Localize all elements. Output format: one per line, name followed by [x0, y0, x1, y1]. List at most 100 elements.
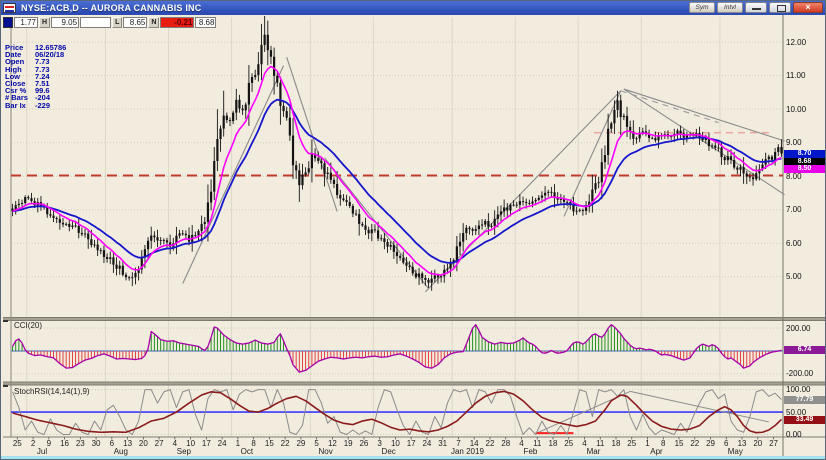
close-field[interactable]: 8.68: [195, 17, 217, 28]
price-axis-label: 5.00: [786, 272, 802, 282]
low-label: L: [112, 17, 123, 28]
net-label: N: [148, 17, 160, 28]
date-axis-week-label: 22: [690, 439, 700, 448]
net-field[interactable]: -0.21: [160, 17, 195, 28]
info-row-value: -204: [35, 93, 51, 103]
close-button[interactable]: ×: [793, 2, 823, 13]
date-axis-week-label: 2: [30, 439, 36, 448]
info-row-label: Close: [5, 79, 26, 89]
price-axis-label: 6.00: [786, 238, 802, 248]
info-row-value: 7.51: [35, 79, 50, 89]
date-axis-week-label: 7: [456, 439, 461, 448]
high-field[interactable]: 9.05: [51, 17, 80, 28]
date-axis-week-label: 17: [406, 439, 416, 448]
bottom-border: [1, 458, 825, 459]
maximize-button[interactable]: [769, 2, 791, 13]
quote-bar: 1.77 H 9.05 L 8.65 N -0.21 8.68: [3, 16, 217, 29]
symbol-button[interactable]: Sym: [689, 2, 715, 13]
date-axis-week-label: 25: [12, 439, 22, 448]
date-axis-week-label: 31: [438, 439, 448, 448]
title-bar[interactable]: NYSE:ACB,D -- AURORA CANNABIS INC Sym In…: [1, 1, 825, 15]
date-axis-month-label: May: [727, 446, 743, 456]
date-axis-week-label: 26: [359, 439, 369, 448]
info-row-value: -229: [35, 100, 51, 110]
date-axis-week-label: 8: [251, 439, 256, 448]
date-axis-week-label: 11: [533, 439, 542, 448]
info-row-label: Bar Ix: [5, 100, 26, 110]
date-axis-week-label: 27: [769, 439, 778, 448]
interval-button[interactable]: Intvl: [717, 2, 743, 13]
date-axis-week-label: 6: [724, 439, 729, 448]
date-axis-week-label: 3: [377, 439, 382, 448]
info-row-value: 12.65786: [35, 43, 67, 52]
date-axis-week-label: 4: [582, 439, 587, 448]
date-axis-week-label: 27: [154, 439, 164, 448]
date-axis-month-label: Oct: [240, 446, 254, 456]
date-axis-week-label: 23: [75, 439, 85, 448]
info-row-label: Low: [5, 71, 20, 81]
app-icon: [3, 3, 16, 13]
price-axis-label: 7.00: [786, 205, 802, 215]
cci-axis-label: -200.00: [786, 369, 814, 379]
date-axis-week-label: 25: [627, 439, 637, 448]
date-axis-week-label: 13: [737, 439, 747, 448]
last-field[interactable]: 1.77: [14, 17, 38, 28]
window-title: NYSE:ACB,D -- AURORA CANNABIS INC: [21, 3, 202, 13]
cursor-info-panel: Price 12.65786 Date 06/20/18 Open 7.73 High 7.7…: [5, 44, 66, 109]
info-row: Csr % 99.6: [5, 86, 66, 96]
date-axis-month-label: Sep: [176, 446, 191, 456]
stochrsi-panel-label: StochRSI(14,14(1),9): [14, 386, 90, 396]
date-axis-week-label: 18: [611, 439, 621, 448]
info-row-label: # Bars: [5, 93, 28, 103]
date-axis-week-label: 29: [296, 439, 306, 448]
stoch-axis-label: 0.00: [786, 430, 802, 439]
date-axis-week-label: 1: [235, 439, 241, 448]
date-axis-month-label: Dec: [381, 446, 396, 456]
date-axis-month-label: Nov: [318, 446, 333, 456]
info-row: Date 06/20/18: [5, 50, 66, 60]
info-row-value: 7.73: [35, 57, 50, 67]
info-row: # Bars -204: [5, 93, 66, 103]
stoch-fast-value-box: 77.79: [784, 395, 825, 404]
low-field[interactable]: 8.65: [123, 17, 148, 28]
date-axis-month-label: Jan 2019: [450, 446, 484, 456]
date-axis-week-label: 10: [186, 439, 196, 448]
info-row-label: Open: [5, 57, 25, 67]
cci-panel-label: CCI(20): [14, 320, 43, 330]
info-row-value: 99.6: [35, 86, 50, 96]
date-axis-week-label: 10: [390, 439, 400, 448]
extra-field[interactable]: [80, 17, 112, 28]
info-row-label: Date: [5, 50, 22, 60]
date-axis-week-label: 5: [314, 439, 319, 448]
stochrsi-panel-handle[interactable]: [3, 385, 8, 387]
date-axis-week-label: 24: [422, 439, 432, 448]
info-row-value: 06/20/18: [35, 50, 65, 60]
date-axis-week-label: 15: [264, 439, 274, 448]
info-row: Close 7.51: [5, 79, 66, 89]
price-axis-label: 8.00: [786, 171, 802, 181]
ema-slow-price-box: 8.70: [784, 150, 825, 158]
date-axis-week-label: 4: [519, 439, 524, 448]
date-axis-week-label: 20: [138, 439, 148, 448]
high-label: H: [39, 17, 51, 28]
info-row-value: 7.24: [35, 71, 50, 81]
info-row-label: High: [5, 64, 22, 74]
stoch-slow-value-box: 33.49: [784, 415, 825, 424]
cci-axis-label: 200.00: [786, 323, 811, 333]
bottom-accent-strip: [1, 455, 825, 459]
info-row-label: Price: [5, 43, 24, 52]
cci-panel-handle[interactable]: [3, 320, 8, 322]
date-axis-week-label: 22: [485, 439, 495, 448]
info-row: Open 7.73: [5, 57, 66, 67]
info-row-label: Csr %: [5, 86, 27, 96]
maximize-icon: [777, 5, 786, 12]
quote-color-swatch: [3, 17, 13, 28]
info-row-value: 7.73: [35, 64, 50, 74]
price-axis-label: 11.00: [786, 71, 806, 81]
minimize-button[interactable]: [745, 2, 767, 13]
date-axis-month-label: Feb: [523, 446, 538, 456]
price-axis-label: 12.00: [786, 37, 807, 47]
info-row: Bar Ix -229: [5, 100, 66, 110]
